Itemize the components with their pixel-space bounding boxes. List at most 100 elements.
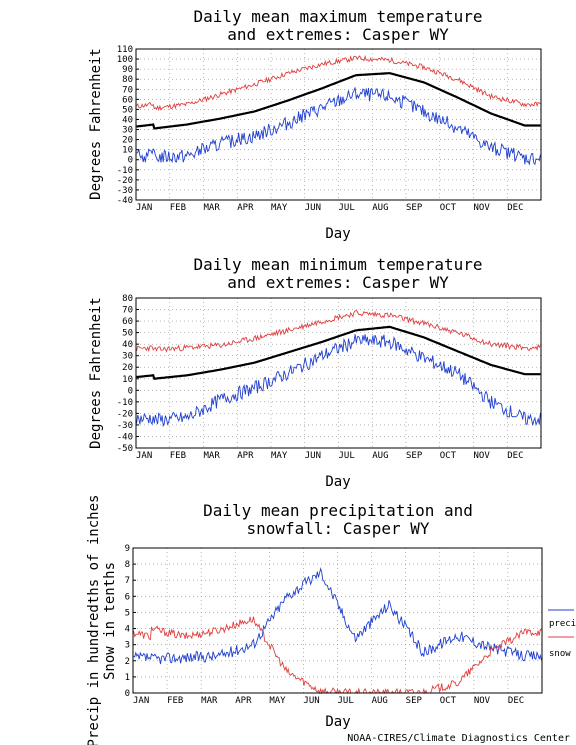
x-tick-label: JUL (339, 203, 355, 213)
y-tick-label: 30 (122, 352, 133, 362)
x-tick-label: JUL (339, 451, 355, 461)
x-tick-label: JUL (338, 696, 354, 706)
legend-label-precip: precip (549, 619, 576, 629)
x-tick-label: NOV (474, 451, 491, 461)
y-tick-label: -40 (117, 196, 133, 206)
precip-chart: Daily mean precipitation and snowfall: C… (86, 495, 576, 745)
x-tick-label: AUG (372, 696, 388, 706)
y-tick-label: 0 (128, 386, 133, 396)
y-tick-label: 10 (122, 146, 133, 156)
x-tick-label: OCT (440, 203, 457, 213)
legend-label-snow: snow (549, 649, 571, 659)
y-tick-label: 100 (117, 55, 133, 65)
x-tick-label: SEP (406, 696, 423, 706)
y-tick-label: 30 (122, 126, 133, 136)
y-tick-label: -20 (117, 409, 133, 419)
x-tick-label: MAY (269, 696, 286, 706)
y-tick-label: -10 (117, 166, 133, 176)
x-axis-label: Day (325, 226, 350, 242)
y-tick-label: -40 (117, 432, 133, 442)
y-tick-label: 2 (125, 657, 130, 667)
chart-title-line-1: Daily mean minimum temperature (194, 255, 483, 274)
y-tick-label: 10 (122, 375, 133, 385)
x-tick-label: MAY (271, 451, 288, 461)
chart-title-line-2: and extremes: Casper WY (227, 273, 449, 292)
x-tick-label: DEC (507, 203, 523, 213)
plot-frame (132, 547, 543, 694)
y-tick-label: 50 (122, 105, 133, 115)
plot-frame (135, 297, 542, 449)
x-tick-label: NOV (474, 203, 491, 213)
y-tick-label: 20 (122, 363, 133, 373)
x-tick-label: DEC (507, 451, 523, 461)
x-tick-label: DEC (508, 696, 524, 706)
y-tick-label: 110 (117, 45, 133, 55)
x-tick-label: JAN (136, 451, 152, 461)
x-tick-label: JUN (305, 203, 321, 213)
y-axis-label: Degrees Fahrenheit (88, 297, 104, 449)
plot-grid (133, 548, 542, 693)
plot-frame (135, 48, 542, 201)
series-precip (133, 566, 542, 665)
x-tick-label: OCT (440, 451, 457, 461)
chart-title-line-2: snowfall: Casper WY (246, 519, 429, 538)
y-tick-label: 40 (122, 115, 133, 125)
y-tick-label: 4 (125, 625, 130, 635)
y-tick-label: 80 (122, 75, 133, 85)
x-tick-label: SEP (406, 203, 423, 213)
plot-series (133, 566, 542, 695)
series-extreme-high (136, 309, 541, 353)
y-tick-label: 6 (125, 592, 130, 602)
y-axis-label-line-2: Snow in tenths (102, 562, 118, 680)
y-tick-label: -20 (117, 176, 133, 186)
y-axis-label-line-1: Precip in hundredths of inches (86, 495, 102, 745)
y-axis-label: Degrees Fahrenheit (88, 48, 104, 200)
y-tick-label: 60 (122, 95, 133, 105)
y-tick-label: 80 (122, 294, 133, 304)
plot-series (136, 54, 541, 166)
x-tick-label: JAN (136, 203, 152, 213)
y-tick-label: 7 (125, 576, 130, 586)
x-tick-label: APR (235, 696, 252, 706)
y-tick-label: 1 (125, 673, 130, 683)
x-tick-label: OCT (440, 696, 457, 706)
y-tick-label: 3 (125, 641, 130, 651)
chart-title-line-1: Daily mean precipitation and (203, 501, 473, 520)
x-tick-label: FEB (167, 696, 183, 706)
x-tick-label: MAY (271, 203, 288, 213)
y-tick-label: 20 (122, 136, 133, 146)
plot-grid (136, 49, 541, 200)
legend: precip snow (548, 609, 576, 659)
x-axis-label: Day (325, 714, 350, 730)
max-temp-chart: Daily mean maximum temperature and extre… (88, 7, 542, 242)
series-mean (136, 72, 541, 130)
y-tick-label: 40 (122, 340, 133, 350)
y-tick-label: 9 (125, 544, 130, 554)
x-tick-label: JUN (305, 451, 321, 461)
y-tick-label: 0 (128, 156, 133, 166)
x-tick-label: FEB (170, 203, 186, 213)
x-tick-label: JAN (133, 696, 149, 706)
x-tick-label: MAR (204, 203, 221, 213)
axis-ticks: 0 1 2 3 4 5 6 7 8 9 JAN FEB MAR APR MAY JUN JUL AUG SEP OCT… (125, 544, 525, 706)
x-tick-label: NOV (474, 696, 491, 706)
plot-grid (136, 298, 541, 448)
chart-title-line-2: and extremes: Casper WY (227, 25, 449, 44)
y-tick-label: 8 (125, 560, 130, 570)
y-tick-label: -30 (117, 186, 133, 196)
y-tick-label: 70 (122, 85, 133, 95)
chart-title-line-1: Daily mean maximum temperature (194, 7, 483, 26)
series-extreme-high (136, 54, 541, 112)
y-tick-label: 50 (122, 329, 133, 339)
y-tick-label: 90 (122, 65, 133, 75)
y-tick-label: -30 (117, 421, 133, 431)
footer-credit: NOAA-CIRES/Climate Diagnostics Center (347, 733, 570, 744)
series-extreme-low (136, 87, 541, 166)
y-tick-label: 60 (122, 317, 133, 327)
x-tick-label: AUG (372, 203, 388, 213)
x-tick-label: MAR (204, 451, 221, 461)
y-tick-label: -50 (117, 444, 133, 454)
min-temp-chart: Daily mean minimum temperature and extre… (88, 255, 542, 490)
